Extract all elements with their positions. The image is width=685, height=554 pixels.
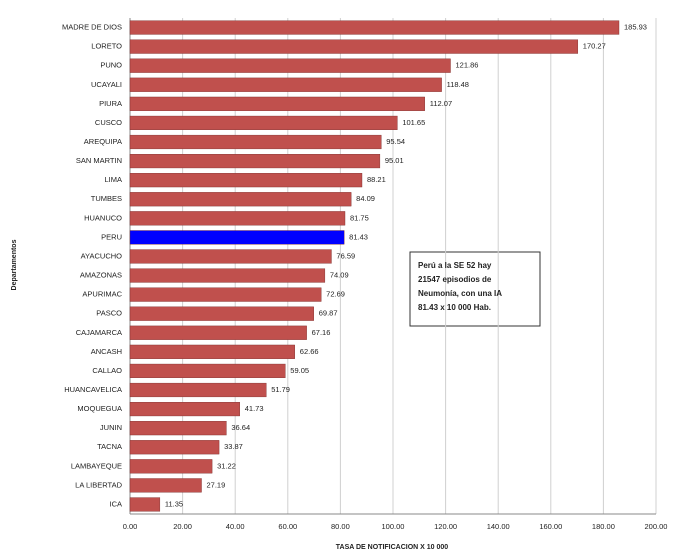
- y-axis-title: Departamentos: [11, 239, 18, 290]
- y-tick-label: LORETO: [91, 42, 122, 51]
- bar-value-label: 74.09: [330, 271, 349, 280]
- bar: [129, 478, 202, 493]
- bar: [129, 440, 220, 455]
- bar-value-label: 36.64: [231, 423, 250, 432]
- annotation-text: 21547 episodios de: [418, 275, 492, 284]
- x-tick-label: 160.00: [539, 522, 562, 531]
- y-tick-label: JUNIN: [100, 423, 122, 432]
- bar: [129, 230, 345, 245]
- bar-value-label: 121.86: [455, 61, 478, 70]
- bar: [129, 211, 346, 226]
- y-tick-label: AMAZONAS: [80, 271, 122, 280]
- y-tick-label: MADRE DE DIOS: [62, 23, 122, 32]
- bar: [129, 192, 352, 207]
- bar-value-label: 51.79: [271, 385, 290, 394]
- bar-value-label: 59.05: [290, 366, 309, 375]
- bar: [129, 325, 307, 340]
- bar-value-label: 69.87: [319, 309, 338, 318]
- bar: [129, 402, 240, 417]
- y-tick-label: LIMA: [104, 175, 122, 184]
- x-tick-label: 100.00: [382, 522, 405, 531]
- bar: [129, 39, 579, 54]
- bar: [129, 497, 161, 512]
- bar: [129, 287, 322, 302]
- y-tick-label: TUMBES: [91, 194, 122, 203]
- y-tick-label: ICA: [109, 499, 122, 508]
- bar: [129, 134, 382, 150]
- bar: [129, 421, 227, 436]
- bar: [129, 363, 286, 378]
- bar-value-label: 112.07: [430, 99, 452, 108]
- x-tick-label: 140.00: [487, 522, 510, 531]
- x-tick-label: 40.00: [226, 522, 245, 531]
- y-tick-label: SAN MARTIN: [76, 156, 122, 165]
- y-tick-label: CUSCO: [95, 118, 122, 127]
- y-tick-label: PUNO: [100, 61, 122, 70]
- annotation-text: 81.43 x 10 000 Hab.: [418, 303, 491, 312]
- bar: [129, 96, 425, 111]
- x-tick-label: 0.00: [123, 522, 138, 531]
- y-tick-label: PERU: [101, 232, 122, 241]
- y-tick-label: HUANUCO: [84, 213, 122, 222]
- bar: [129, 173, 363, 188]
- bar: [129, 20, 620, 35]
- annotation-text: Neumonía, con una IA: [418, 289, 502, 298]
- bar-value-label: 67.16: [312, 328, 331, 337]
- bar: [129, 382, 267, 398]
- y-tick-label: AREQUIPA: [84, 137, 122, 146]
- x-tick-label: 20.00: [173, 522, 192, 531]
- x-tick-label: 60.00: [278, 522, 297, 531]
- bar: [129, 115, 398, 130]
- y-tick-label: APURIMAC: [82, 290, 122, 299]
- bar: [129, 154, 381, 169]
- bar: [129, 58, 451, 73]
- bar-value-label: 101.65: [402, 118, 425, 127]
- bar: [129, 344, 295, 359]
- x-tick-label: 200.00: [645, 522, 668, 531]
- y-tick-label: PIURA: [99, 99, 122, 108]
- annotation-text: Perú a la SE 52 hay: [418, 261, 492, 270]
- y-tick-label: LA LIBERTAD: [75, 480, 122, 489]
- bar-value-label: 84.09: [356, 194, 375, 203]
- y-tick-label: ANCASH: [91, 347, 122, 356]
- x-tick-label: 80.00: [331, 522, 350, 531]
- x-tick-label: 120.00: [434, 522, 457, 531]
- bar: [129, 459, 213, 474]
- bar-value-label: 81.43: [349, 232, 368, 241]
- y-tick-label: MOQUEGUA: [77, 404, 122, 413]
- bar-value-label: 33.87: [224, 442, 243, 451]
- bar: [129, 268, 326, 283]
- y-tick-label: UCAYALI: [91, 80, 122, 89]
- bar-value-label: 76.59: [336, 251, 355, 260]
- bar: [129, 249, 332, 264]
- bar-value-label: 27.19: [207, 480, 226, 489]
- bar-value-label: 118.48: [447, 80, 469, 89]
- y-tick-label: TACNA: [97, 442, 122, 451]
- bar-value-label: 95.54: [386, 137, 405, 146]
- y-tick-label: HUANCAVELICA: [64, 385, 122, 394]
- bar-value-label: 81.75: [350, 213, 369, 222]
- y-tick-label: PASCO: [96, 309, 122, 318]
- bar-value-label: 72.69: [326, 290, 345, 299]
- bar-value-label: 185.93: [624, 23, 647, 32]
- y-tick-label: CALLAO: [92, 366, 122, 375]
- bar-value-label: 11.35: [165, 499, 183, 508]
- x-tick-label: 180.00: [592, 522, 615, 531]
- bar: [129, 306, 314, 321]
- y-tick-label: CAJAMARCA: [76, 328, 122, 337]
- bar-value-label: 31.22: [217, 461, 236, 470]
- bar-value-label: 41.73: [245, 404, 264, 413]
- x-axis-title: TASA DE NOTIFICACION X 10 000: [336, 544, 449, 551]
- bar-value-label: 170.27: [583, 42, 606, 51]
- bar-value-label: 88.21: [367, 175, 386, 184]
- y-tick-label: AYACUCHO: [81, 251, 123, 260]
- bar-value-label: 62.66: [300, 347, 319, 356]
- bar: [129, 77, 442, 92]
- bar-value-label: 95.01: [385, 156, 404, 165]
- y-tick-label: LAMBAYEQUE: [71, 461, 122, 470]
- annotation-box: [409, 251, 541, 327]
